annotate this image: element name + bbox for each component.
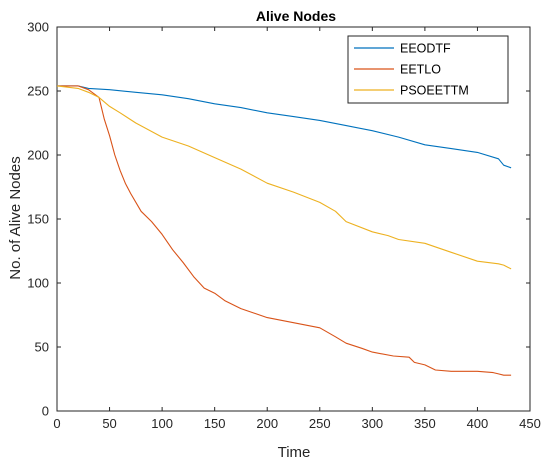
y-tick-label: 200: [27, 148, 49, 163]
y-axis-title: No. of Alive Nodes: [7, 156, 24, 279]
y-tick-label: 0: [42, 404, 49, 419]
legend: EEODTF EETLO PSOEETTM: [347, 35, 509, 104]
x-tick-label: 100: [151, 416, 173, 431]
x-tick-label: 250: [309, 416, 331, 431]
y-tick-label: 300: [27, 20, 49, 35]
y-tick-label: 50: [35, 340, 49, 355]
legend-label-eeodtf: EEODTF: [400, 42, 451, 56]
series-line-psoeettm: [56, 85, 512, 270]
x-tick-label: 0: [53, 416, 60, 431]
x-tick-label: 50: [102, 416, 116, 431]
legend-label-eetlo: EETLO: [400, 63, 441, 77]
x-axis-title: Time: [278, 444, 311, 461]
series-line-eeodtf: [57, 85, 512, 169]
y-tick-label: 150: [27, 212, 49, 227]
x-tick-label: 450: [519, 416, 541, 431]
x-tick-label: 350: [414, 416, 436, 431]
x-tick-label: 200: [256, 416, 278, 431]
x-tick-label: 300: [361, 416, 383, 431]
x-tick-label: 150: [204, 416, 226, 431]
series-line-eetlo: [57, 85, 512, 376]
y-tick-label: 250: [27, 84, 49, 99]
y-tick-label: 100: [27, 276, 49, 291]
chart-title: Alive Nodes: [256, 8, 336, 24]
legend-label-psoeettm: PSOEETTM: [400, 84, 469, 98]
x-tick-label: 400: [467, 416, 489, 431]
